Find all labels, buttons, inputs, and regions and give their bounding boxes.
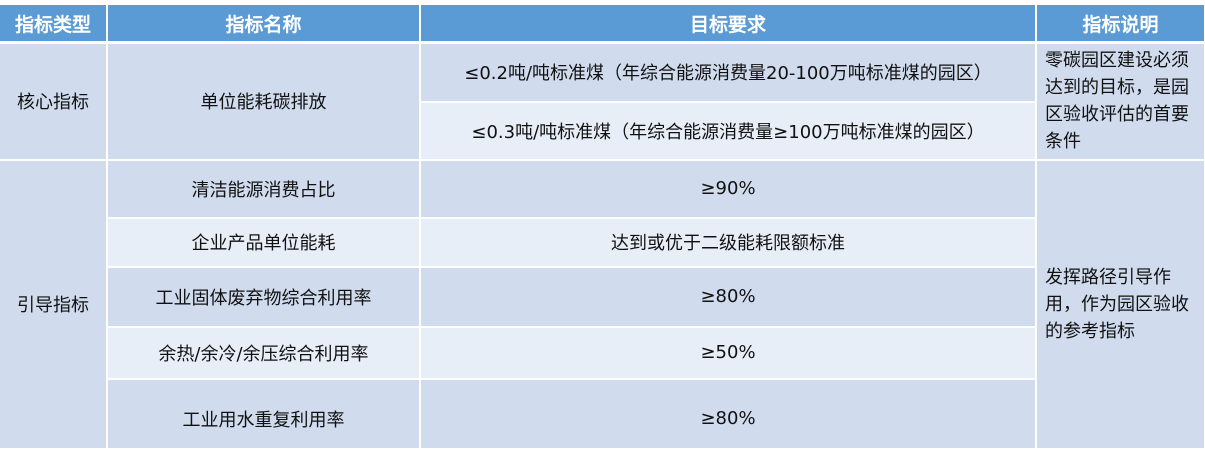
- indicator-table: 指标类型 指标名称 目标要求 指标说明 核心指标 单位能耗碳排放 ≤0.2吨/吨…: [0, 5, 1205, 450]
- guide-name: 工业固体废弃物综合利用率: [107, 266, 421, 328]
- table-row: 引导指标 清洁能源消费占比 ≥90% 发挥路径引导作用，作为园区验收的参考指标: [0, 159, 1205, 450]
- guide-type: 引导指标: [0, 159, 108, 450]
- guide-name: 企业产品单位能耗: [107, 217, 421, 268]
- table-row: 余热/余冷/余压综合利用率 ≥50%: [0, 326, 1205, 380]
- header-row: 指标类型 指标名称 目标要求 指标说明: [0, 5, 1205, 44]
- guide-requirement: ≥90%: [420, 159, 1037, 219]
- guide-name: 清洁能源消费占比: [107, 159, 421, 219]
- table-row: 工业用水重复利用率 ≥80%: [0, 378, 1205, 450]
- header-name: 指标名称: [107, 5, 421, 44]
- core-type: 核心指标: [0, 42, 108, 161]
- guide-requirement: ≥80%: [420, 266, 1037, 328]
- table-row: ≤0.3吨/吨标准煤（年综合能源消费量≥100万吨标准煤的园区）: [0, 101, 1205, 161]
- core-requirement-2: ≤0.3吨/吨标准煤（年综合能源消费量≥100万吨标准煤的园区）: [420, 101, 1037, 161]
- header-type: 指标类型: [0, 5, 108, 44]
- guide-name: 工业用水重复利用率: [107, 378, 421, 450]
- guide-requirement: ≥80%: [420, 378, 1037, 450]
- core-note: 零碳园区建设必须达到的目标，是园区验收评估的首要条件: [1036, 42, 1205, 161]
- guide-note: 发挥路径引导作用，作为园区验收的参考指标: [1036, 159, 1205, 450]
- table-row: 工业固体废弃物综合利用率 ≥80%: [0, 266, 1205, 328]
- guide-name: 余热/余冷/余压综合利用率: [107, 326, 421, 380]
- core-name: 单位能耗碳排放: [107, 42, 421, 161]
- guide-requirement: 达到或优于二级能耗限额标准: [420, 217, 1037, 268]
- header-requirement: 目标要求: [420, 5, 1037, 44]
- core-requirement-1: ≤0.2吨/吨标准煤（年综合能源消费量20-100万吨标准煤的园区）: [420, 42, 1037, 103]
- table-row: 企业产品单位能耗 达到或优于二级能耗限额标准: [0, 217, 1205, 268]
- table-row: 核心指标 单位能耗碳排放 ≤0.2吨/吨标准煤（年综合能源消费量20-100万吨…: [0, 42, 1205, 161]
- header-note: 指标说明: [1036, 5, 1205, 44]
- guide-requirement: ≥50%: [420, 326, 1037, 380]
